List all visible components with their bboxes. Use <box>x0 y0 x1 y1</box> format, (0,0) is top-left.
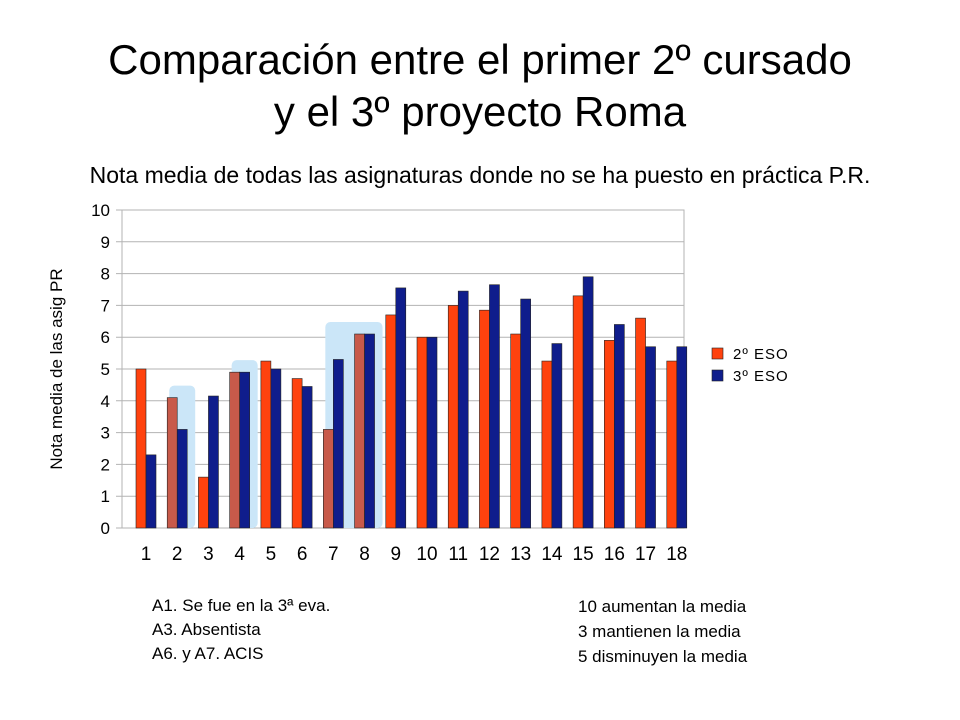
bar-2eso <box>198 476 209 529</box>
x-tick-label: 15 <box>573 544 594 565</box>
x-tick-label: 9 <box>390 544 401 565</box>
bar-2eso <box>479 309 490 529</box>
bar-3eso <box>395 287 407 529</box>
bar-3eso <box>176 429 188 529</box>
x-tick-label: 17 <box>635 544 656 565</box>
y-tick-label: 6 <box>101 328 110 347</box>
bar-3eso <box>676 346 688 529</box>
summary-line: 5 disminuyen la media <box>578 647 748 666</box>
x-tick-label: 12 <box>479 544 500 565</box>
y-tick-label: 1 <box>101 487 110 506</box>
bar-2eso <box>166 397 178 529</box>
slide-title-line-2: y el 3º proyecto Roma <box>273 88 687 135</box>
legend-label: 2º ESO <box>733 346 789 363</box>
bar-3eso <box>145 454 157 529</box>
bar-2eso <box>135 368 147 529</box>
chart-subtitle: Nota media de todas las asignaturas dond… <box>89 162 871 188</box>
legend-label: 3º ESO <box>733 368 789 385</box>
x-tick-label: 16 <box>604 544 625 565</box>
x-tick-label: 6 <box>297 544 308 565</box>
y-tick-label: 8 <box>101 265 110 284</box>
x-tick-label: 3 <box>203 544 214 565</box>
bar-2eso <box>229 371 240 529</box>
bar-2eso <box>510 333 521 529</box>
bar-3eso <box>614 324 625 529</box>
x-tick-label: 13 <box>510 544 531 565</box>
bar-3eso <box>551 343 563 529</box>
x-tick-label: 14 <box>541 544 563 565</box>
y-tick-label: 10 <box>91 201 110 220</box>
y-axis-label: Nota media de las asig PR <box>47 268 66 469</box>
bar-2eso <box>447 305 459 529</box>
bar-3eso <box>301 386 313 529</box>
bar-2eso <box>604 340 615 529</box>
x-tick-label: 10 <box>416 544 437 565</box>
x-tick-label: 2 <box>172 544 183 565</box>
y-tick-label: 9 <box>101 233 110 252</box>
bar-2eso <box>354 333 365 529</box>
x-tick-label: 7 <box>328 544 339 565</box>
note-line: A1. Se fue en la 3ª eva. <box>152 596 331 615</box>
bar-2eso <box>666 360 678 529</box>
bar-3eso <box>239 371 250 529</box>
bar-3eso <box>333 359 344 529</box>
note-line: A6. y A7. ACIS <box>152 644 264 663</box>
bar-2eso <box>291 378 303 529</box>
slide-title: Comparación entre el primer 2º cursado y… <box>0 34 960 138</box>
bar-3eso <box>489 284 500 529</box>
bar-3eso <box>426 336 438 529</box>
bar-3eso <box>582 276 594 529</box>
x-tick-label: 5 <box>266 544 277 565</box>
bar-3eso <box>270 368 282 529</box>
x-tick-label: 8 <box>359 544 370 565</box>
bar-2eso <box>385 314 397 529</box>
notes-right: 10 aumentan la media 3 mantienen la medi… <box>578 594 747 669</box>
y-tick-label: 0 <box>101 519 110 538</box>
x-tick-label: 1 <box>141 544 152 565</box>
x-tick-label: 18 <box>666 544 687 565</box>
summary-line: 3 mantienen la media <box>578 622 741 641</box>
bar-2eso <box>635 317 646 529</box>
notes-left: A1. Se fue en la 3ª eva. A3. Absentista … <box>152 594 330 666</box>
y-tick-label: 4 <box>101 392 110 411</box>
y-tick-label: 3 <box>101 424 110 443</box>
note-line: A3. Absentista <box>152 620 261 639</box>
bar-2eso <box>323 429 334 529</box>
bar-3eso <box>457 290 469 529</box>
y-tick-label: 5 <box>101 360 110 379</box>
bar-3eso <box>645 346 656 529</box>
bar-3eso <box>520 298 531 529</box>
bar-2eso <box>541 360 553 529</box>
x-tick-label: 4 <box>234 544 245 565</box>
legend-swatch <box>711 347 724 360</box>
y-tick-label: 2 <box>101 455 110 474</box>
x-tick-label: 11 <box>448 544 468 565</box>
bar-2eso <box>260 360 272 529</box>
summary-line: 10 aumentan la media <box>578 597 747 616</box>
bar-2eso <box>416 336 428 529</box>
bar-3eso <box>208 395 219 529</box>
bar-2eso <box>572 295 584 529</box>
slide-title-line-1: Comparación entre el primer 2º cursado <box>108 36 852 83</box>
legend-swatch <box>711 369 724 382</box>
y-tick-label: 7 <box>101 296 110 315</box>
bar-3eso <box>364 333 375 529</box>
